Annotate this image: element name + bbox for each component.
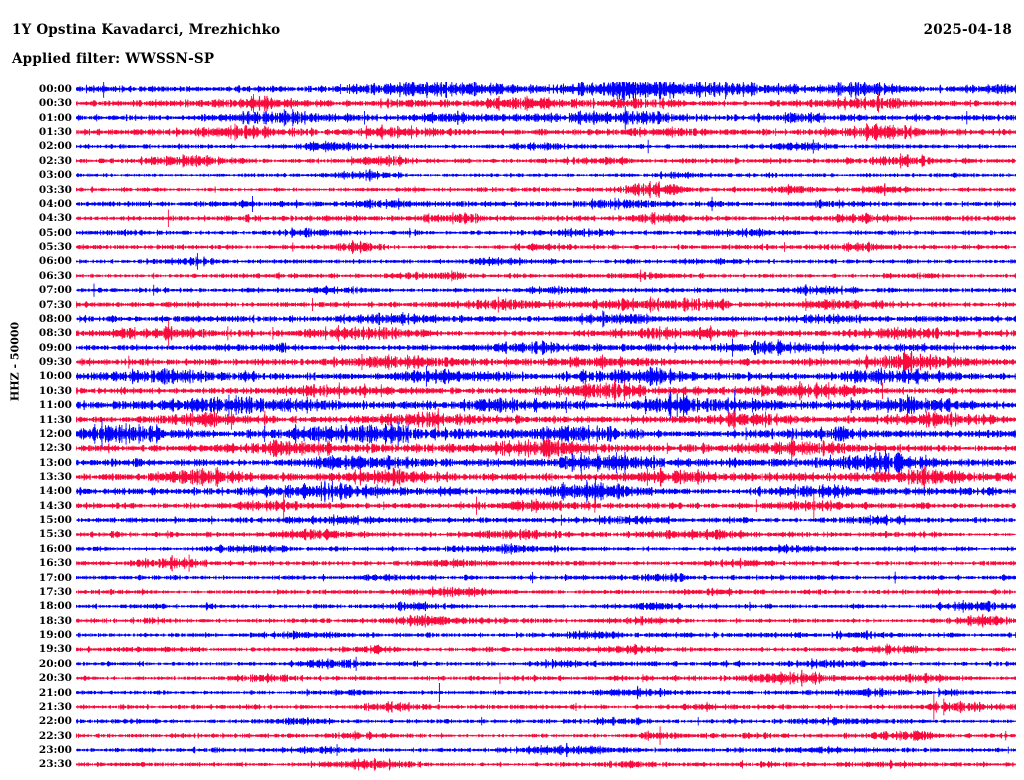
trace-canvas [76, 82, 1016, 772]
time-tick-label: 16:00 [38, 542, 72, 555]
time-tick-label: 15:30 [38, 528, 72, 541]
time-tick-label: 23:30 [38, 758, 72, 771]
time-tick-label: 10:00 [38, 370, 72, 383]
time-tick-label: 02:00 [38, 140, 72, 153]
seismogram-plot [76, 82, 1016, 772]
time-tick-label: 00:30 [38, 97, 72, 110]
time-tick-label: 01:00 [38, 111, 72, 124]
time-tick-label: 08:30 [38, 327, 72, 340]
time-tick-label: 17:30 [38, 585, 72, 598]
time-tick-label: 08:00 [38, 312, 72, 325]
time-tick-label: 05:00 [38, 226, 72, 239]
time-tick-label: 13:00 [38, 456, 72, 469]
time-tick-label: 18:30 [38, 614, 72, 627]
applied-filter-label: Applied filter: WWSSN-SP [12, 51, 215, 67]
time-tick-label: 22:30 [38, 729, 72, 742]
time-tick-label: 09:30 [38, 356, 72, 369]
time-tick-label: 06:30 [38, 269, 72, 282]
time-tick-label: 03:00 [38, 169, 72, 182]
time-tick-label: 11:30 [38, 413, 72, 426]
time-tick-label: 04:30 [38, 212, 72, 225]
time-tick-label: 20:30 [38, 672, 72, 685]
time-tick-label: 09:00 [38, 341, 72, 354]
time-axis-tick-labels: 00:00 00:30 01:00 01:30 02:00 02:30 03:00 03:30… [0, 0, 76, 780]
time-tick-label: 21:30 [38, 700, 72, 713]
record-date: 2025-04-18 [923, 22, 1012, 38]
time-tick-label: 06:00 [38, 255, 72, 268]
time-tick-label: 15:00 [38, 514, 72, 527]
time-tick-label: 04:00 [38, 197, 72, 210]
time-tick-label: 22:00 [38, 715, 72, 728]
time-tick-label: 07:30 [38, 298, 72, 311]
time-tick-label: 19:30 [38, 643, 72, 656]
time-tick-label: 00:00 [38, 83, 72, 95]
time-tick-label: 14:00 [38, 485, 72, 498]
time-tick-label: 23:00 [38, 744, 72, 757]
time-tick-label: 12:00 [38, 427, 72, 440]
time-tick-label: 03:30 [38, 183, 72, 196]
time-tick-label: 14:30 [38, 499, 72, 512]
time-tick-label: 20:00 [38, 657, 72, 670]
time-tick-label: 12:30 [38, 442, 72, 455]
time-tick-label: 17:00 [38, 571, 72, 584]
time-tick-label: 01:30 [38, 126, 72, 139]
time-tick-label: 19:00 [38, 629, 72, 642]
time-tick-label: 02:30 [38, 154, 72, 167]
time-tick-label: 21:00 [38, 686, 72, 699]
time-tick-label: 10:30 [38, 384, 72, 397]
time-tick-label: 07:00 [38, 284, 72, 297]
time-tick-label: 16:30 [38, 557, 72, 570]
page-title: 1Y Opstina Kavadarci, Mrezhichko [12, 22, 281, 38]
time-tick-label: 05:30 [38, 241, 72, 254]
time-tick-label: 11:00 [38, 399, 72, 412]
time-tick-label: 18:00 [38, 600, 72, 613]
time-tick-label: 13:30 [38, 470, 72, 483]
